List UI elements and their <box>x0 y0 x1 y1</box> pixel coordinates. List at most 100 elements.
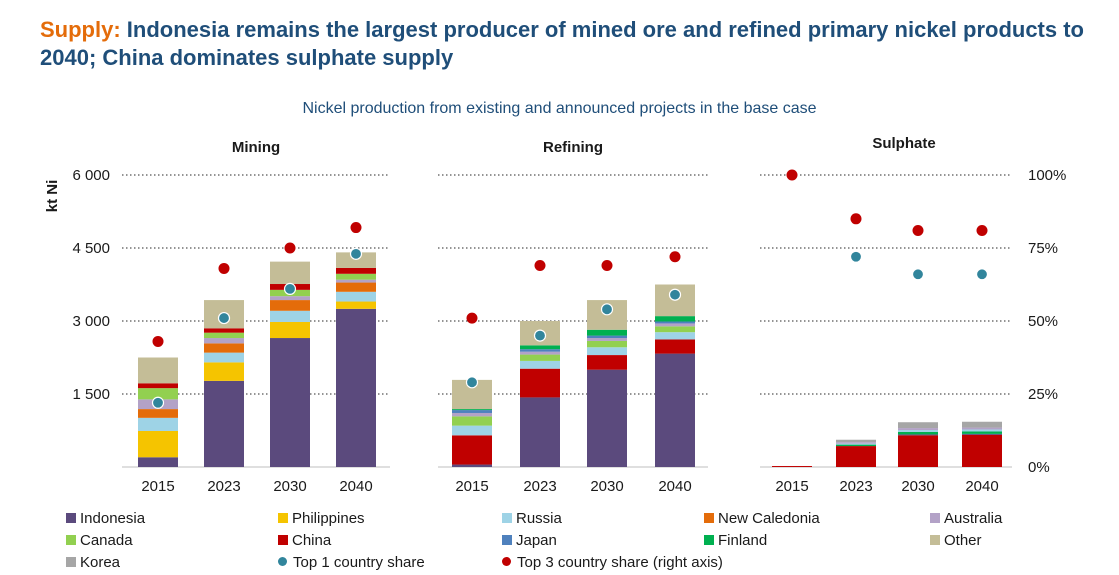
sulphate-bar-2023-russia <box>836 443 876 445</box>
refining-bar-2030-finland <box>587 329 627 336</box>
mining-bar-2023-canada <box>204 332 244 339</box>
refining-panel-title: Refining <box>543 139 603 156</box>
sulphate-bar-2040-finland <box>962 431 1002 434</box>
refining-bar-2015-australia <box>452 412 492 417</box>
headline-rest: Indonesia remains the largest producer o… <box>40 17 1084 70</box>
mining-x-label-2015: 2015 <box>141 478 174 495</box>
legend-label: Indonesia <box>80 510 146 527</box>
refining-top1-dot-2030 <box>600 303 614 316</box>
mining-bar-2030-new-caledonia <box>270 300 310 311</box>
refining-bar-2023-canada <box>520 354 560 361</box>
legend-item-top-1-country-share: Top 1 country share <box>278 553 425 573</box>
sulphate-bar-2040-china <box>962 434 1002 467</box>
mining-x-label-2040: 2040 <box>339 478 372 495</box>
legend-label: Philippines <box>292 510 365 527</box>
mining-x-label-2030: 2030 <box>273 478 306 495</box>
legend-swatch-icon <box>502 513 512 523</box>
sulphate-top3-dot-2023 <box>850 213 862 225</box>
sulphate-bar-2030-russia <box>898 430 938 432</box>
sulphate-bar-2040-korea <box>962 421 1002 428</box>
mining-bar-2015-new-caledonia <box>138 409 178 418</box>
refining-bar-2040-australia <box>655 323 695 327</box>
legend-label: Japan <box>516 532 557 549</box>
sulphate-top3-dot-2040 <box>976 224 988 236</box>
mining-x-label-2023: 2023 <box>207 478 240 495</box>
refining-bar-2015-finland <box>452 409 492 411</box>
legend-label: Korea <box>80 554 121 571</box>
refining-bar-2040-indonesia <box>655 353 695 467</box>
refining-bar-2015-china <box>452 435 492 465</box>
chart-subtitle: Nickel production from existing and anno… <box>302 100 817 117</box>
y2-tick-label-0: 0% <box>1028 459 1050 476</box>
mining-top1-dot-2015 <box>151 396 165 409</box>
legend-label: China <box>292 532 332 549</box>
legend-item-philippines: Philippines <box>278 509 365 529</box>
mining-panel-title: Mining <box>232 139 280 156</box>
legend-label: New Caledonia <box>718 510 820 527</box>
refining-top3-dot-2023 <box>534 260 546 272</box>
refining-bar-2023-finland <box>520 345 560 350</box>
sulphate-top3-dot-2030 <box>912 224 924 236</box>
y2-tick-label-25: 25% <box>1028 386 1058 403</box>
legend-item-finland: Finland <box>704 531 767 551</box>
refining-bar-2030-canada <box>587 340 627 348</box>
sulphate-bar-2030-indonesia <box>898 434 938 436</box>
refining-top3-dot-2030 <box>601 260 613 272</box>
legend-swatch-icon <box>704 535 714 545</box>
mining-bar-2030-russia <box>270 310 310 322</box>
mining-bar-2015-other <box>138 357 178 384</box>
refining-bar-2023-indonesia <box>520 397 560 467</box>
refining-bar-2015-canada <box>452 416 492 426</box>
legend-swatch-icon <box>704 513 714 523</box>
y-axis-label: kt Ni <box>44 180 61 213</box>
legend-item-other: Other <box>930 531 982 551</box>
refining-bar-2015-japan <box>452 410 492 413</box>
mining-bar-2040-indonesia <box>336 308 376 467</box>
legend-label: Top 1 country share <box>293 554 425 571</box>
mining-top3-dot-2023 <box>218 262 230 274</box>
mining-bar-2040-canada <box>336 273 376 280</box>
legend-item-canada: Canada <box>66 531 133 551</box>
mining-bar-2023-new-caledonia <box>204 343 244 353</box>
mining-bar-2023-philippines <box>204 362 244 381</box>
refining-top3-dot-2040 <box>669 251 681 263</box>
legend-swatch-icon <box>278 513 288 523</box>
mining-top1-dot-2030 <box>283 282 297 295</box>
y-tick-label-4-500: 4 500 <box>72 240 110 257</box>
legend-label: Top 3 country share (right axis) <box>517 554 723 571</box>
legend-label: Australia <box>944 510 1003 527</box>
refining-top1-dot-2015 <box>465 376 479 389</box>
mining-bar-2030-australia <box>270 296 310 301</box>
refining-bar-2030-japan <box>587 335 627 339</box>
legend-item-japan: Japan <box>502 531 557 551</box>
mining-bar-2023-indonesia <box>204 380 244 467</box>
mining-bar-2015-philippines <box>138 430 178 458</box>
refining-x-label-2015: 2015 <box>455 478 488 495</box>
refining-bar-2040-russia <box>655 332 695 340</box>
sulphate-bar-2040-indonesia <box>962 433 1002 435</box>
refining-bar-2030-australia <box>587 338 627 341</box>
mining-top1-dot-2023 <box>217 311 231 325</box>
refining-bar-2040-japan <box>655 321 695 324</box>
mining-bar-2040-philippines <box>336 301 376 309</box>
mining-bar-2040-russia <box>336 291 376 302</box>
mining-bar-2040-new-caledonia <box>336 282 376 292</box>
sulphate-x-label-2023: 2023 <box>839 478 872 495</box>
headline-lead: Supply: <box>40 17 121 42</box>
sulphate-bar-2015-china <box>772 466 812 467</box>
legend-swatch-icon <box>66 513 76 523</box>
refining-top3-dot-2015 <box>466 312 478 324</box>
refining-bar-2023-australia <box>520 351 560 355</box>
legend-item-russia: Russia <box>502 509 562 529</box>
mining-bar-2040-australia <box>336 279 376 283</box>
refining-top1-dot-2023 <box>533 329 547 342</box>
refining-bar-2023-russia <box>520 360 560 369</box>
sulphate-bar-2023-australia <box>836 442 876 444</box>
sulphate-top1-dot-2030 <box>911 268 925 281</box>
sulphate-bar-2030-finland <box>898 431 938 435</box>
refining-bar-2023-japan <box>520 349 560 352</box>
sulphate-bar-2023-finland <box>836 444 876 447</box>
legend-swatch-icon <box>930 535 940 545</box>
refining-bar-2023-china <box>520 368 560 398</box>
mining-bar-2040-other <box>336 252 376 268</box>
